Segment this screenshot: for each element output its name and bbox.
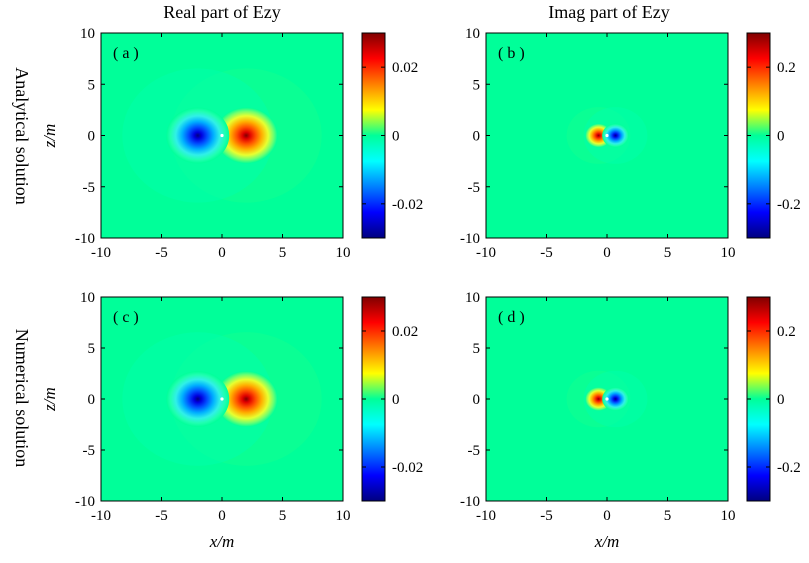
colorbar-tick-label: 0 (392, 392, 400, 408)
colorbar-tick-label: 0 (392, 129, 400, 145)
col-title-imag: Imag part of Ezy (548, 2, 669, 22)
panel-4: -10 -5 0 5 10 10 5 0 -5 -10 ( d ) x/m 0.2 0 -0.2 (460, 290, 801, 551)
x-tick-label: 10 (336, 245, 351, 261)
x-tick-label: -5 (540, 245, 553, 261)
x-tick-label: -5 (540, 508, 553, 524)
lobe-positive (214, 371, 278, 427)
lobe-negative (602, 123, 629, 148)
x-tick-label: -10 (91, 245, 111, 261)
lobe-positive (214, 107, 278, 164)
y-tick-label: -10 (75, 231, 95, 247)
y-tick-label: 0 (473, 392, 481, 408)
x-axis-label: x/m (209, 532, 235, 551)
x-tick-label: 10 (721, 245, 736, 261)
x-tick-label: 0 (218, 245, 226, 261)
lobe-negative (602, 387, 629, 411)
x-axis-label: x/m (594, 532, 620, 551)
y-tick-label: 0 (88, 392, 96, 408)
row-title-numerical: Numerical solution (12, 329, 32, 467)
y-tick-label: -5 (83, 180, 96, 196)
x-tick-label: -5 (155, 245, 168, 261)
x-tick-label: 5 (664, 508, 672, 524)
colorbar-tick-label: 0 (777, 392, 785, 408)
x-tick-label: -5 (155, 508, 168, 524)
source-point (605, 133, 609, 138)
colorbar-tick-label: 0.2 (777, 60, 796, 76)
colorbar-tick-label: -0.2 (777, 197, 801, 213)
x-tick-label: 10 (721, 508, 736, 524)
source-point (220, 133, 224, 138)
panel-label: ( d ) (498, 309, 525, 326)
x-tick-label: 0 (218, 508, 226, 524)
source-point (605, 397, 609, 401)
y-tick-label: -10 (75, 494, 95, 510)
y-axis-label: z/m (40, 387, 59, 412)
x-tick-label: 0 (603, 245, 611, 261)
x-tick-label: 5 (279, 245, 287, 261)
y-tick-label: 10 (465, 290, 480, 306)
col-title-real: Real part of Ezy (163, 2, 280, 22)
x-tick-label: -10 (91, 508, 111, 524)
heatmap-field (566, 107, 648, 164)
y-tick-label: 5 (88, 77, 96, 93)
x-tick-label: 5 (664, 245, 672, 261)
colorbar-tick-label: 0.02 (392, 324, 418, 340)
panel-label: ( c ) (113, 309, 139, 326)
panel-3: -10 -5 0 5 10 10 5 0 -5 -10 ( c ) z/m x/m 0.02 0 -0.02 (40, 290, 423, 551)
lobe-negative (166, 107, 230, 164)
y-tick-label: 10 (80, 26, 95, 42)
heatmap-field (122, 332, 322, 466)
x-tick-label: 5 (279, 508, 287, 524)
y-tick-label: 5 (88, 341, 96, 357)
y-tick-label: 5 (473, 341, 481, 357)
y-tick-label: -5 (468, 180, 481, 196)
x-tick-label: 10 (336, 508, 351, 524)
heatmap-field (566, 370, 648, 428)
y-tick-label: 0 (88, 129, 96, 145)
x-tick-label: -10 (476, 508, 496, 524)
y-tick-label: 0 (473, 129, 481, 145)
y-axis-label: z/m (40, 124, 59, 149)
y-tick-label: -10 (460, 494, 480, 510)
colorbar-tick-label: -0.2 (777, 460, 801, 476)
colorbar-tick-label: -0.02 (392, 197, 423, 213)
panel-2: -10 -5 0 5 10 10 5 0 -5 -10 ( b ) 0.2 0 -0.2 (460, 26, 801, 261)
colorbar-tick-label: -0.02 (392, 460, 423, 476)
y-tick-label: -10 (460, 231, 480, 247)
y-tick-label: 5 (473, 77, 481, 93)
colorbar-tick-label: 0.2 (777, 324, 796, 340)
row-title-analytical: Analytical solution (12, 67, 32, 204)
x-tick-label: -10 (476, 245, 496, 261)
source-point (220, 397, 224, 401)
y-tick-label: 10 (80, 290, 95, 306)
y-tick-label: -5 (468, 443, 481, 459)
panel-label: ( a ) (113, 45, 139, 62)
lobe-negative (166, 371, 230, 427)
heatmap-field (122, 68, 322, 203)
panel-label: ( b ) (498, 45, 525, 62)
y-tick-label: -5 (83, 443, 96, 459)
y-tick-label: 10 (465, 26, 480, 42)
x-tick-label: 0 (603, 508, 611, 524)
colorbar-tick-label: 0 (777, 129, 785, 145)
panel-1: -10 -5 0 5 10 10 5 0 -5 -10 ( a ) z/m 0.02 0 -0.02 (40, 26, 423, 261)
colorbar-tick-label: 0.02 (392, 60, 418, 76)
